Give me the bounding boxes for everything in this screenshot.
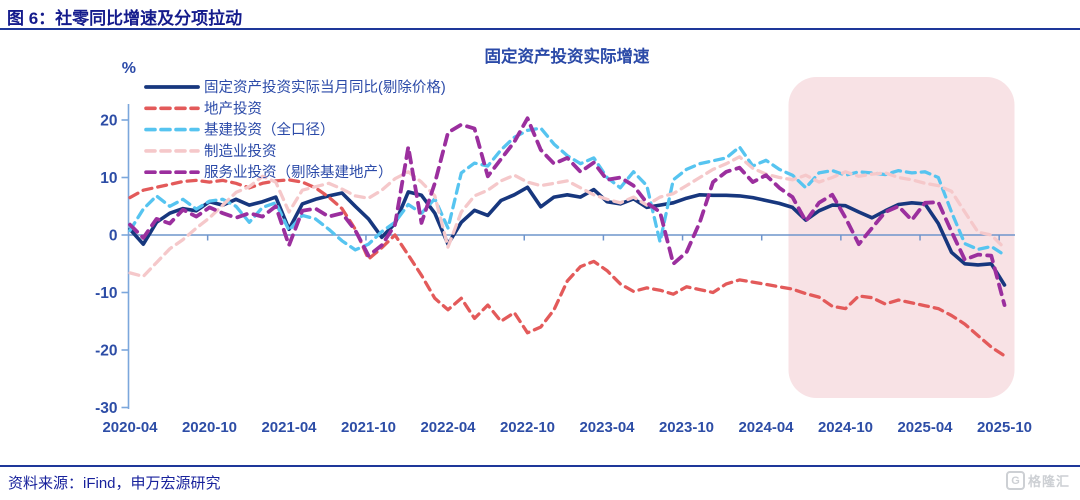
x-tick-label: 2025-10 (977, 419, 1032, 436)
chart-title: 固定资产投资实际增速 (485, 46, 651, 66)
x-tick-label: 2023-04 (579, 419, 635, 436)
series-line-infrastructure-investment (128, 126, 1007, 257)
x-tick-label: 2020-10 (182, 419, 237, 436)
x-tick-label: 2022-04 (420, 419, 476, 436)
x-tick-label: 2025-04 (897, 419, 953, 436)
x-tick-label: 2024-10 (818, 419, 873, 436)
legend-label-real-estate-investment: 地产投资 (204, 100, 262, 117)
x-tick-label: 2020-04 (102, 419, 158, 436)
legend-label-services-investment: 服务业投资（剔除基建地产） (204, 164, 393, 181)
gelonghui-logo: G 格隆汇 (1005, 471, 1070, 490)
y-tick-label: -30 (95, 400, 117, 417)
fai-growth-line-chart: 20 10 0 -10 -20 -30 2020-04 2020-10 2021-04 2021-… (95, 46, 1032, 436)
legend-label-fai-real-monthly-yoy: 固定资产投资实际当月同比(剔除价格) (204, 79, 446, 96)
series-line-manufacturing-investment (128, 155, 1007, 279)
highlight-region (788, 77, 1015, 398)
series-line-services-investment (128, 116, 1007, 308)
gelonghui-logo-text: 格隆汇 (1027, 474, 1070, 489)
x-tick-label: 2023-10 (659, 419, 714, 436)
y-tick-label: 20 (100, 113, 117, 130)
x-tick-label: 2021-10 (341, 419, 396, 436)
footer-divider (0, 465, 1080, 467)
source-text: 资料来源：iFind，申万宏源研究 (8, 475, 221, 492)
header-divider (0, 28, 1080, 30)
figure-header: 图 6：社零同比增速及分项拉动 (0, 0, 1080, 30)
legend-label-manufacturing-investment: 制造业投资 (204, 143, 277, 160)
figure-title: 图 6：社零同比增速及分项拉动 (7, 9, 243, 28)
x-tick-label: 2022-10 (500, 419, 555, 436)
legend-label-infrastructure-investment: 基建投资（全口径） (204, 121, 335, 139)
gelonghui-g-icon: G (1005, 471, 1025, 490)
x-tick-label: 2021-04 (261, 419, 317, 436)
y-axis-unit-label: % (122, 60, 136, 77)
y-tick-label: -20 (95, 343, 117, 360)
y-tick-label: 0 (109, 228, 118, 245)
chart-area: 20 10 0 -10 -20 -30 2020-04 2020-10 2021-04 2021-… (0, 30, 1080, 460)
y-tick-label: 10 (100, 170, 117, 187)
x-tick-label: 2024-04 (738, 419, 794, 436)
y-tick-label: -10 (95, 285, 117, 302)
series-line-fai-real-monthly-yoy (128, 185, 1007, 287)
